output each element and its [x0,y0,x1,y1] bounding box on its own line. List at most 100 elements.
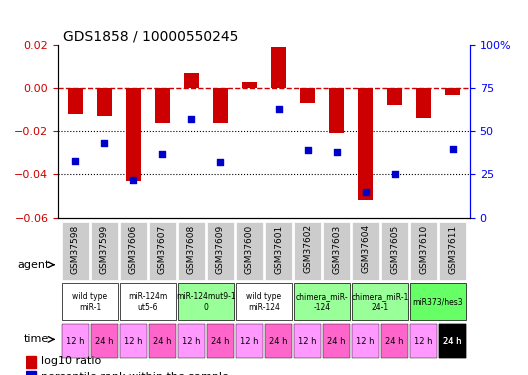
FancyBboxPatch shape [62,284,118,320]
Text: GSM37602: GSM37602 [303,224,312,273]
Text: GSM37604: GSM37604 [361,224,370,273]
Bar [155,88,169,123]
Bar [26,356,36,368]
Point [274,106,282,112]
FancyBboxPatch shape [148,324,176,358]
Text: GSM37610: GSM37610 [419,224,428,273]
FancyBboxPatch shape [324,222,350,280]
Text: 24 h: 24 h [211,337,230,346]
FancyBboxPatch shape [381,222,408,280]
FancyBboxPatch shape [120,222,147,280]
Text: chimera_miR-
-124: chimera_miR- -124 [296,292,348,312]
FancyBboxPatch shape [149,222,175,280]
Text: 24 h: 24 h [95,337,114,346]
Text: log10 ratio: log10 ratio [41,357,101,366]
Text: GSM37609: GSM37609 [216,224,225,273]
Text: percentile rank within the sample: percentile rank within the sample [41,372,229,375]
Text: wild type
miR-124: wild type miR-124 [247,292,281,312]
Point [158,151,167,157]
FancyBboxPatch shape [62,324,89,358]
Bar [300,88,315,103]
FancyBboxPatch shape [235,324,263,358]
FancyBboxPatch shape [265,324,293,358]
Text: GSM37599: GSM37599 [100,224,109,273]
Text: miR-124m
ut5-6: miR-124m ut5-6 [128,292,167,312]
FancyBboxPatch shape [206,324,234,358]
FancyBboxPatch shape [439,324,466,358]
FancyBboxPatch shape [91,324,118,358]
Text: 12 h: 12 h [298,337,317,346]
Bar [387,88,402,105]
FancyBboxPatch shape [177,284,234,320]
Text: 24 h: 24 h [385,337,404,346]
Text: GSM37606: GSM37606 [129,224,138,273]
Text: 12 h: 12 h [240,337,259,346]
Point [129,177,138,183]
Point [303,147,312,153]
FancyBboxPatch shape [294,284,351,320]
Text: wild type
miR-1: wild type miR-1 [72,292,108,312]
Bar [26,370,36,375]
Point [448,146,457,152]
FancyBboxPatch shape [91,222,118,280]
Text: chimera_miR-1
24-1: chimera_miR-1 24-1 [351,292,409,312]
FancyBboxPatch shape [410,284,466,320]
FancyBboxPatch shape [323,324,351,358]
Bar [271,47,286,88]
FancyBboxPatch shape [410,324,437,358]
Bar [416,88,431,118]
FancyBboxPatch shape [410,222,437,280]
Text: time: time [24,334,50,344]
Text: 24 h: 24 h [269,337,288,346]
Text: miR373/hes3: miR373/hes3 [413,297,464,306]
Bar [242,82,257,88]
FancyBboxPatch shape [353,222,379,280]
FancyBboxPatch shape [352,324,380,358]
FancyBboxPatch shape [381,324,409,358]
FancyBboxPatch shape [294,324,322,358]
Point [361,189,370,195]
Text: 24 h: 24 h [444,337,462,346]
Text: GSM37608: GSM37608 [187,224,196,273]
Bar [97,88,112,116]
Text: 12 h: 12 h [356,337,375,346]
Bar [359,88,373,200]
Point [100,140,109,146]
FancyBboxPatch shape [119,284,176,320]
Bar [126,88,141,181]
Text: 12 h: 12 h [124,337,143,346]
Text: GSM37605: GSM37605 [390,224,399,273]
Bar [445,88,460,94]
FancyBboxPatch shape [237,222,262,280]
FancyBboxPatch shape [439,222,466,280]
Point [187,116,196,122]
FancyBboxPatch shape [266,222,291,280]
FancyBboxPatch shape [62,222,89,280]
Text: 12 h: 12 h [66,337,84,346]
Text: GSM37600: GSM37600 [245,224,254,273]
Text: 12 h: 12 h [414,337,433,346]
Text: miR-124mut9-1
0: miR-124mut9-1 0 [176,292,236,312]
Text: 24 h: 24 h [153,337,172,346]
Text: GSM37607: GSM37607 [158,224,167,273]
Text: 24 h: 24 h [444,337,462,346]
Bar [329,88,344,134]
Text: GSM37603: GSM37603 [332,224,341,273]
Bar [213,88,228,123]
FancyBboxPatch shape [352,284,409,320]
Point [332,149,341,155]
Bar [184,73,199,88]
FancyBboxPatch shape [295,222,320,280]
Text: GSM37601: GSM37601 [274,224,283,273]
Text: GSM37598: GSM37598 [71,224,80,273]
FancyBboxPatch shape [208,222,233,280]
FancyBboxPatch shape [235,284,293,320]
Text: GSM37611: GSM37611 [448,224,457,273]
Text: agent: agent [17,260,50,270]
Point [390,171,399,177]
Point [71,158,80,164]
Text: 24 h: 24 h [327,337,346,346]
Point [216,159,225,165]
Text: GDS1858 / 10000550245: GDS1858 / 10000550245 [63,29,239,43]
FancyBboxPatch shape [119,324,147,358]
